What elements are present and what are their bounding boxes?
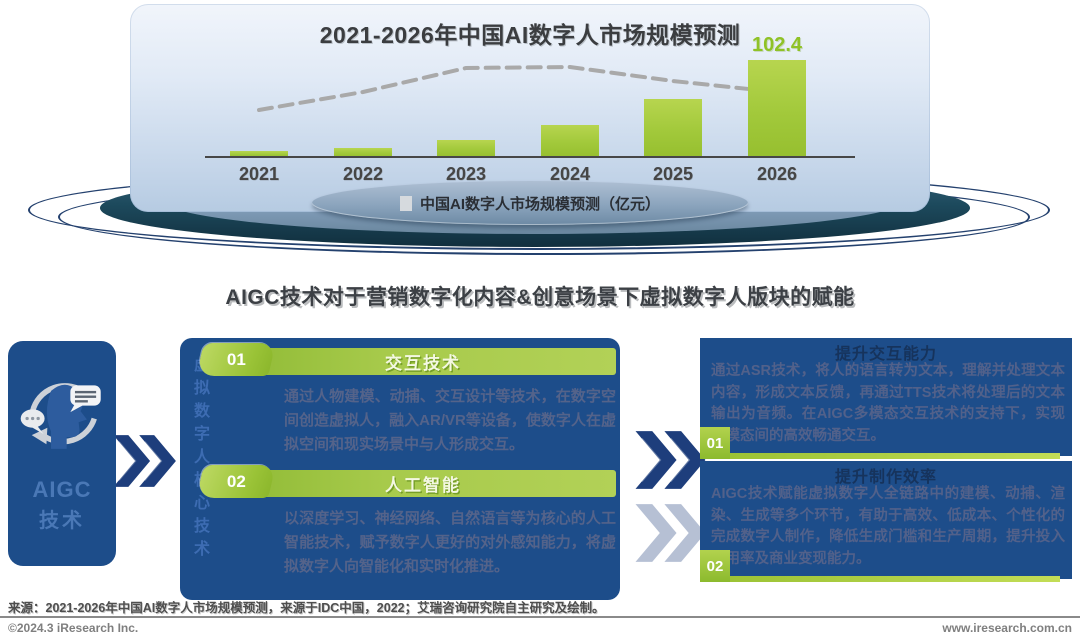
- benefit-underline: [730, 453, 1060, 459]
- x-tick-labels: 2021 2022 2023 2024 2025 2026: [130, 164, 930, 188]
- bar-2022: [334, 148, 392, 157]
- trend-line-svg: [257, 64, 779, 112]
- benefit-body: 通过ASR技术，将人的语言转为文本，理解并处理文本内容，形成文本反馈，再通过TT…: [711, 363, 1065, 444]
- benefit-number-badge: 01: [700, 427, 730, 459]
- chevron-right-icon: [635, 431, 706, 489]
- core-tech-panel: 虚拟数字人核心技术 01 交互技术 通过人物建模、动捕、交互设计等技术，在数字空…: [180, 338, 620, 600]
- tech-item-number-badge: 01: [196, 343, 276, 376]
- bar-2026: [748, 60, 806, 157]
- benefit-underline: [730, 576, 1060, 582]
- x-tick-2021: 2021: [238, 164, 280, 184]
- bar-2021: [230, 151, 288, 157]
- benefit-box-1: 提升交互能力 通过ASR技术，将人的语言转为文本，理解并处理文本内容，形成文本反…: [700, 338, 1072, 459]
- section-title: AIGC技术对于营销数字化内容&创意场景下虚拟数字人版块的赋能: [225, 286, 855, 309]
- benefit-title: 提升制作效率: [834, 469, 937, 486]
- legend-ellipse: 中国AI数字人市场规模预测（亿元）: [312, 181, 748, 225]
- x-tick-2024: 2024: [549, 164, 591, 184]
- x-tick-2025: 2025: [652, 164, 694, 184]
- chevron-reflection-icon: [635, 504, 706, 562]
- footer-source: 来源：2021-2026年中国AI数字人市场规模预测，来源于IDC中国，2022…: [8, 601, 605, 615]
- x-tick-2023: 2023: [445, 164, 487, 184]
- legend-label: 中国AI数字人市场规模预测（亿元）: [419, 195, 660, 213]
- x-tick-2026: 2026: [756, 164, 798, 184]
- benefit-title: 提升交互能力: [834, 346, 937, 363]
- tech-item-title: 交互技术: [385, 354, 461, 373]
- aigc-card-line1: AIGC: [32, 477, 92, 502]
- legend-marker-icon: [399, 195, 412, 211]
- trend-line: [257, 64, 779, 112]
- value-label-2026: 102.4: [751, 34, 803, 56]
- bar-2023: [437, 140, 495, 157]
- chart-panel: 2021-2026年中国AI数字人市场规模预测 102.4 2021 2022 20…: [130, 4, 930, 212]
- x-tick-2022: 2022: [342, 164, 384, 184]
- tech-item-title: 人工智能: [385, 476, 461, 495]
- aigc-card: AIGC 技术: [8, 341, 116, 566]
- benefit-number-badge: 02: [700, 550, 730, 582]
- tech-item-body: 以深度学习、神经网络、自然语言等为核心的人工智能技术，赋予数字人更好的对外感知能…: [284, 510, 616, 575]
- footer-divider: [0, 616, 1080, 618]
- bar-2025: [644, 99, 702, 157]
- ai-conversation-cycle-icon: [20, 383, 101, 449]
- bar-2024: [541, 125, 599, 157]
- tech-item-header-bar: 交互技术: [230, 348, 616, 375]
- x-axis-line: [205, 156, 855, 158]
- core-panel-vertical-label: 虚拟数字人核心技术: [191, 356, 208, 563]
- footer-website: www.iresearch.com.cn: [942, 621, 1072, 635]
- benefit-body: AIGC技术赋能虚拟数字人全链路中的建模、动捕、渲染、生成等多个环节，有助于高效…: [711, 486, 1065, 567]
- tech-item-number-badge: 02: [196, 465, 276, 498]
- footer-copyright: ©2024.3 iResearch Inc.: [8, 621, 139, 635]
- tech-item-number: 01: [226, 349, 246, 369]
- tech-item-header-bar: 人工智能: [230, 470, 616, 497]
- bar-plot-area: 102.4: [130, 4, 930, 158]
- chart-title: 2021-2026年中国AI数字人市场规模预测: [319, 22, 741, 48]
- benefit-box-2: 提升制作效率 AIGC技术赋能虚拟数字人全链路中的建模、动捕、渲染、生成等多个环…: [700, 461, 1072, 582]
- tech-item-number: 02: [226, 471, 246, 491]
- aigc-card-line2: 技术: [39, 510, 85, 532]
- tech-item-body: 通过人物建模、动捕、交互设计等技术，在数字空间创造虚拟人，融入AR/VR等设备，…: [284, 388, 616, 453]
- chevron-right-icon: [113, 435, 176, 487]
